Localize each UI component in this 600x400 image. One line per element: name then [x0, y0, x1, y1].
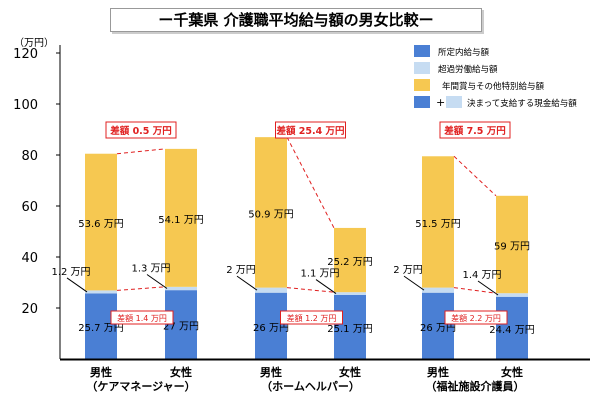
leader-line	[403, 275, 425, 291]
bar-value-overtime: 1.3 万円	[131, 263, 170, 274]
x-tick-label: 女性	[501, 365, 523, 379]
y-tick-label: 120	[13, 47, 38, 62]
bar-bonus	[255, 137, 287, 288]
group-label: （ケアマネージャー）	[86, 380, 195, 393]
chart-title: ー千葉県 介護職平均給与額の男女比較ー	[110, 8, 482, 32]
cash-diff-box	[280, 310, 343, 325]
total-diff-label: 差額 25.4 万円	[276, 125, 344, 137]
legend-label: 超過労働給与額	[438, 64, 498, 75]
cash-diff-line	[453, 287, 497, 294]
bar-base	[334, 294, 366, 359]
bar-value-bonus: 25.2 万円	[327, 257, 372, 268]
bar-bonus	[165, 148, 197, 287]
bar-overtime	[496, 293, 528, 297]
cash-diff-label: 差額 1.4 万円	[117, 313, 167, 323]
bar-base	[255, 292, 287, 359]
bar-overtime	[334, 292, 366, 295]
y-tick-label: 60	[21, 200, 38, 215]
bar-bonus	[496, 195, 528, 294]
cash-diff-box	[444, 310, 508, 325]
leader-line	[236, 275, 258, 291]
bar-value-overtime: 1.2 万円	[51, 267, 90, 278]
legend-swatch	[414, 79, 430, 91]
x-tick-label: 男性	[427, 365, 449, 379]
bar-base	[422, 292, 454, 359]
bar-value-base: 25.7 万円	[78, 323, 123, 334]
y-tick-label: 100	[13, 98, 38, 113]
x-tick-label: 男性	[260, 365, 282, 379]
bar-value-base: 27 万円	[163, 322, 199, 333]
bar-value-overtime: 1.1 万円	[300, 269, 339, 280]
x-tick-label: 男性	[90, 365, 112, 379]
bar-value-overtime: 2 万円	[226, 265, 256, 276]
y-tick-label: 20	[21, 302, 38, 317]
bar-base	[496, 296, 528, 359]
leader-line	[477, 280, 499, 296]
bar-bonus	[85, 153, 117, 291]
cash-diff-line	[116, 286, 166, 291]
legend-label: 年間賞与その他特別給与額	[442, 81, 545, 92]
leader-line	[66, 277, 88, 293]
leader-line	[315, 279, 337, 295]
total-diff-box	[439, 121, 511, 139]
legend-label: 所定内給与額	[438, 47, 490, 58]
legend-label: 決まって支給する現金給与額	[467, 98, 577, 109]
x-tick-label: 女性	[170, 365, 192, 379]
total-diff-label: 差額 7.5 万円	[444, 125, 505, 137]
bar-overtime	[422, 287, 454, 293]
total-diff-box	[105, 121, 177, 139]
y-axis-unit: （万円）	[14, 38, 54, 49]
cash-diff-label: 差額 2.2 万円	[451, 313, 501, 323]
bar-overtime	[165, 286, 197, 291]
total-diff-line	[116, 148, 166, 155]
y-tick-label: 80	[21, 149, 38, 164]
bar-value-base: 25.1 万円	[327, 324, 372, 335]
y-tick-label: 40	[21, 251, 38, 266]
leader-line	[146, 274, 168, 289]
bar-value-bonus: 51.5 万円	[415, 219, 460, 230]
bar-value-bonus: 50.9 万円	[248, 209, 293, 220]
total-diff-line	[286, 136, 335, 229]
bar-value-base: 24.4 万円	[489, 325, 534, 336]
bar-value-bonus: 54.1 万円	[158, 215, 203, 226]
bar-value-overtime: 1.4 万円	[462, 270, 501, 281]
total-diff-line	[453, 155, 497, 197]
bar-value-base: 26 万円	[253, 323, 289, 334]
x-tick-label: 女性	[339, 365, 361, 379]
total-diff-label: 差額 0.5 万円	[110, 125, 171, 137]
bar-overtime	[255, 287, 287, 293]
bar-bonus	[334, 227, 366, 293]
bar-overtime	[85, 290, 117, 294]
cash-diff-line	[286, 287, 335, 293]
legend-plus: +	[436, 96, 445, 109]
group-label: （福祉施設介護員）	[426, 379, 525, 393]
bar-value-overtime: 2 万円	[393, 265, 423, 276]
legend-swatch	[414, 45, 430, 57]
group-label: （ホームヘルパー）	[261, 380, 360, 393]
bar-value-bonus: 59 万円	[494, 242, 530, 253]
cash-diff-label: 差額 1.2 万円	[287, 313, 337, 323]
bar-base	[165, 290, 197, 359]
total-diff-box	[275, 121, 346, 139]
bar-bonus	[422, 156, 454, 288]
cash-diff-box	[110, 310, 174, 325]
bar-value-base: 26 万円	[420, 323, 456, 334]
legend-swatch	[414, 62, 430, 74]
legend-swatch	[446, 96, 462, 108]
bar-base	[85, 293, 117, 359]
legend-swatch	[414, 96, 430, 108]
bar-value-bonus: 53.6 万円	[78, 219, 123, 230]
